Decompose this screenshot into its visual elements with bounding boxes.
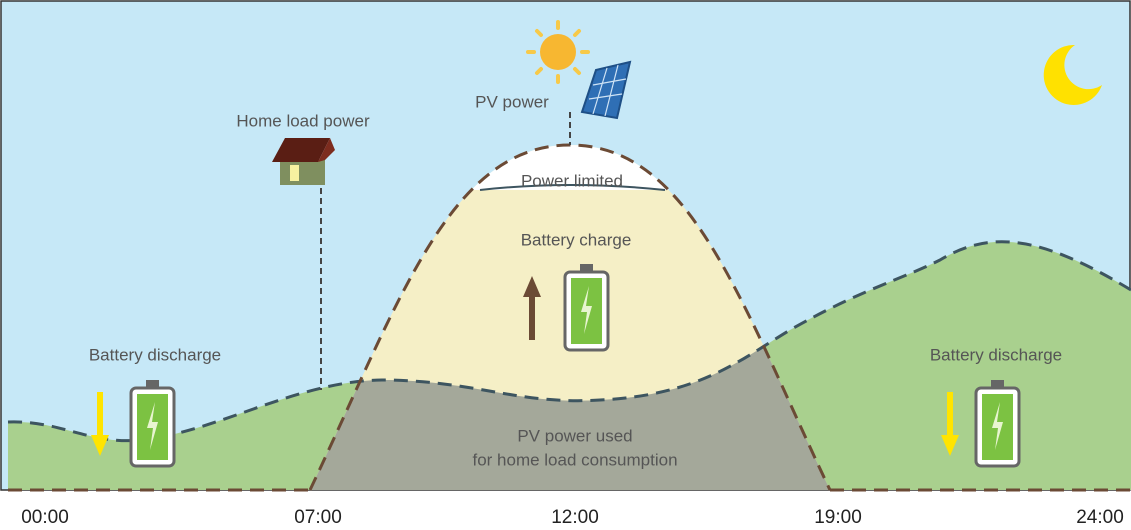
time-label: 12:00	[551, 507, 599, 528]
time-label: 07:00	[294, 507, 342, 528]
battery-discharge-label: Battery discharge	[89, 345, 221, 364]
battery-charge-label: Battery charge	[521, 230, 632, 249]
battery-left	[131, 380, 174, 466]
time-label: 24:00	[1076, 507, 1124, 528]
time-label: 00:00	[21, 507, 69, 528]
power-limited-label: Power limited	[521, 171, 623, 190]
battery-discharge-label: Battery discharge	[930, 345, 1062, 364]
pv-power-label: PV power	[475, 92, 549, 111]
pv-used-label: for home load consumption	[472, 450, 677, 469]
diagram: PV power Home load power Power limited B…	[0, 0, 1131, 530]
home-load-label: Home load power	[236, 111, 370, 130]
time-label: 19:00	[814, 507, 862, 528]
battery-middle	[565, 264, 608, 350]
battery-right	[976, 380, 1019, 466]
pv-used-label: PV power used	[517, 426, 632, 445]
